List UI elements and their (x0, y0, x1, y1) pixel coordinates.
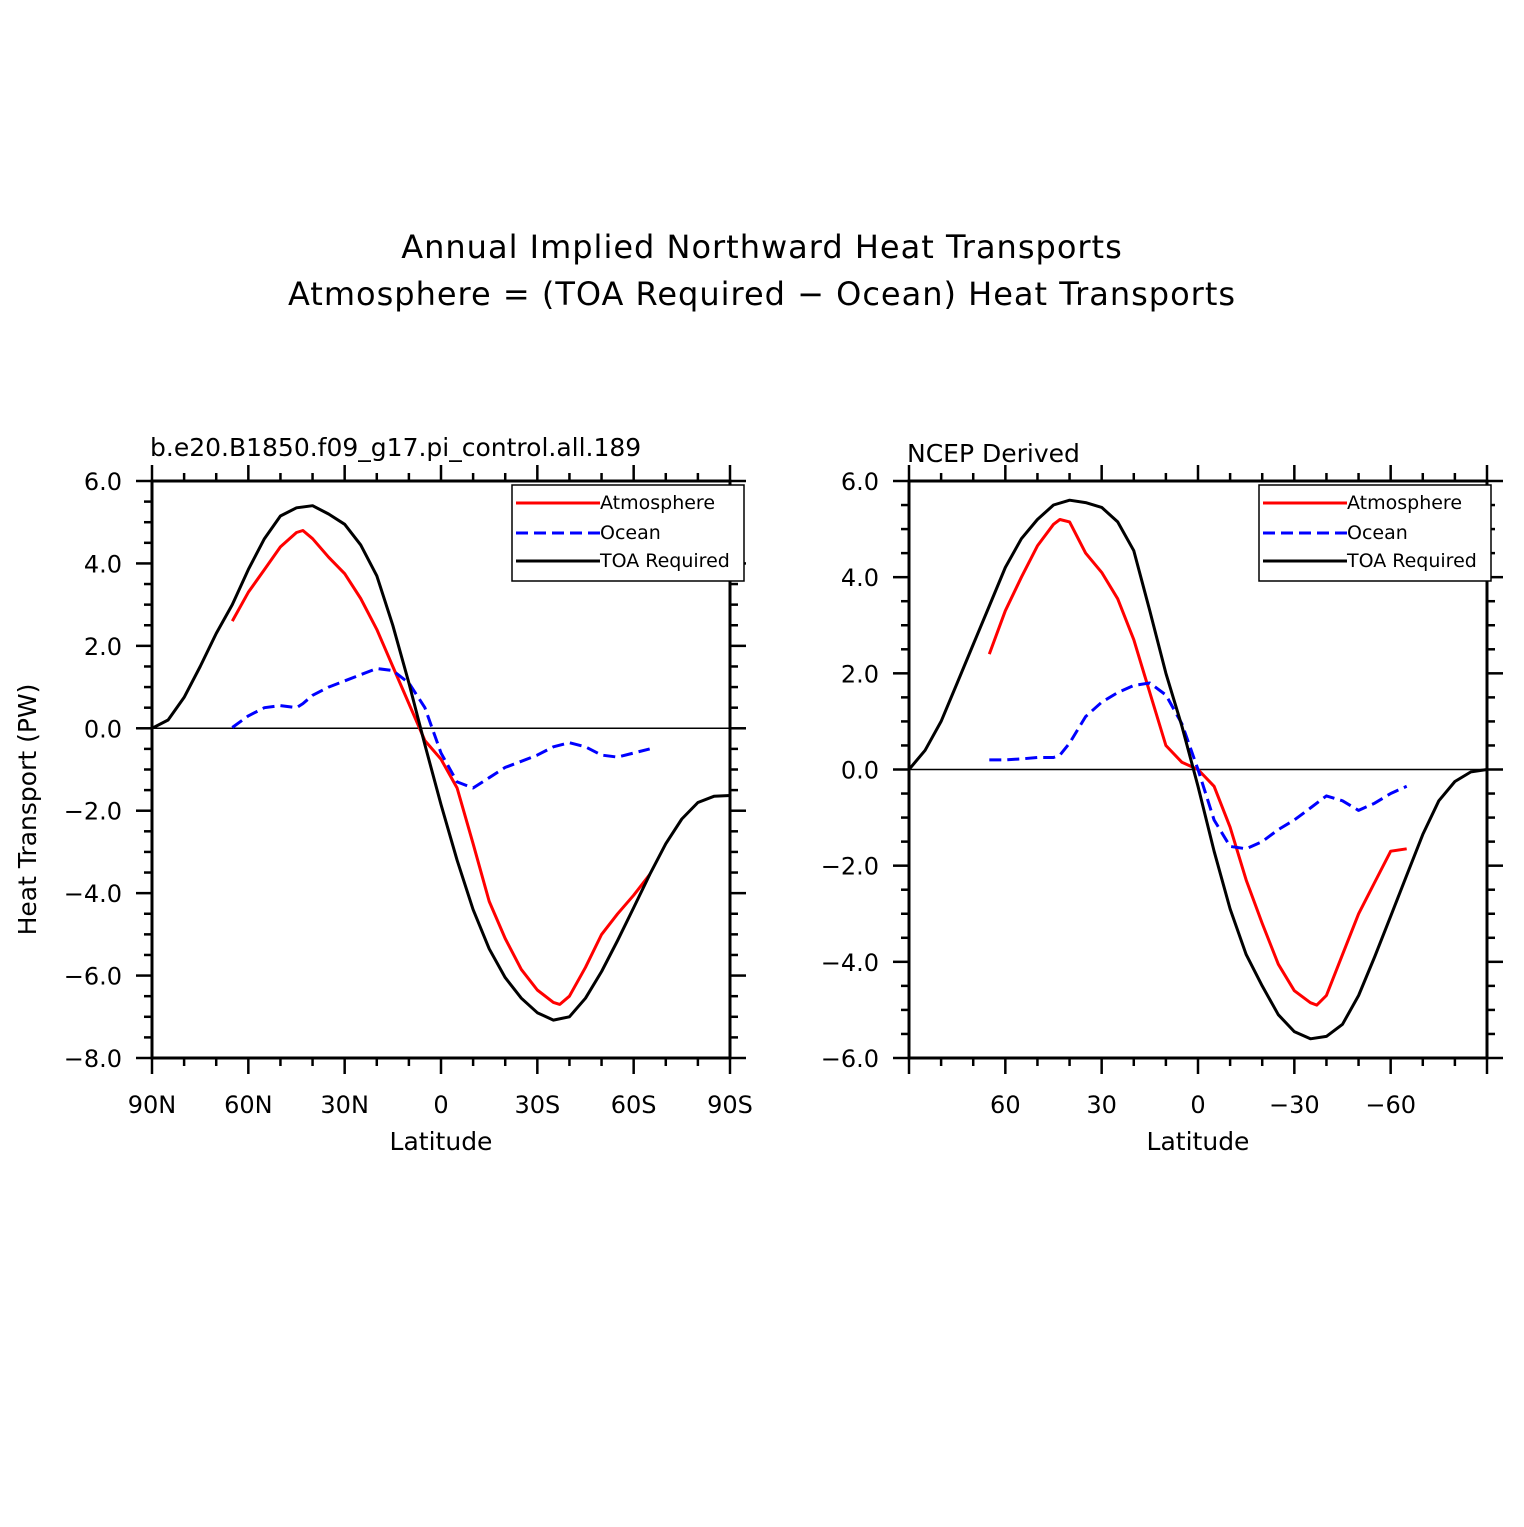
y-tick-label: −2.0 (821, 853, 879, 881)
series-line-ocean (989, 681, 1408, 851)
legend-label: TOA Required (1346, 550, 1477, 572)
x-tick-label: 30S (514, 1091, 560, 1119)
y-tick-label: 0.0 (841, 757, 879, 785)
y-tick-label: −8.0 (64, 1045, 122, 1073)
panel-title: NCEP Derived (907, 439, 1080, 468)
y-tick-label: −4.0 (821, 949, 879, 977)
y-tick-label: −2.0 (64, 798, 122, 826)
legend-label: Ocean (600, 522, 661, 544)
y-tick-label: 6.0 (84, 468, 122, 496)
y-tick-label: −4.0 (64, 880, 122, 908)
legend-label: Ocean (1347, 522, 1408, 544)
right-panel-chart: NCEP Derived 6.0 4.0 2.0 0.0 −2.0 −4.0 −6.0 60 30… (821, 439, 1503, 1156)
legend-label: Atmosphere (600, 492, 715, 514)
x-tick-label: 60N (224, 1091, 273, 1119)
x-tick-label: 0 (1190, 1091, 1205, 1119)
x-axis-label: Latitude (390, 1127, 493, 1156)
y-tick-label: 2.0 (841, 660, 879, 688)
y-tick-label: 0.0 (84, 715, 122, 743)
legend-box (1258, 484, 1492, 582)
y-axis-label: Heat Transport (PW) (13, 684, 42, 936)
legend-label: Atmosphere (1347, 492, 1462, 514)
x-tick-label: 60S (611, 1091, 657, 1119)
figure-title-line2: Atmosphere = (TOA Required − Ocean) Heat… (288, 275, 1236, 313)
x-tick-label: 90S (707, 1091, 753, 1119)
x-tick-label: 30 (1086, 1091, 1117, 1119)
x-tick-label: 30N (320, 1091, 369, 1119)
series-line-atmosphere (987, 518, 1407, 1007)
x-tick-label: −60 (1365, 1091, 1416, 1119)
left-panel-chart: b.e20.B1850.f09_g17.pi_control.all.189 6.… (13, 433, 753, 1156)
x-axis-label: Latitude (1147, 1127, 1250, 1156)
x-tick-label: −30 (1269, 1091, 1320, 1119)
legend-label: TOA Required (599, 550, 730, 572)
panel-title: b.e20.B1850.f09_g17.pi_control.all.189 (150, 433, 641, 462)
x-tick-label: 0 (433, 1091, 448, 1119)
legend-box (511, 484, 745, 582)
series-line-ocean (231, 667, 651, 790)
y-tick-label: 6.0 (841, 468, 879, 496)
series-line-toa-required (907, 498, 1488, 1041)
x-tick-label: 60 (990, 1091, 1021, 1119)
legend: Atmosphere Ocean TOA Required (511, 484, 745, 582)
y-tick-label: −6.0 (821, 1045, 879, 1073)
y-tick-label: −6.0 (64, 963, 122, 991)
y-tick-label: 4.0 (841, 564, 879, 592)
y-tick-label: 4.0 (84, 550, 122, 578)
x-tick-label: 90N (128, 1091, 177, 1119)
series-line-toa-required (151, 504, 731, 1022)
y-tick-label: 2.0 (84, 633, 122, 661)
series-line-atmosphere (230, 529, 651, 1006)
legend: Atmosphere Ocean TOA Required (1258, 484, 1492, 582)
figure-title-line1: Annual Implied Northward Heat Transports (401, 228, 1123, 266)
